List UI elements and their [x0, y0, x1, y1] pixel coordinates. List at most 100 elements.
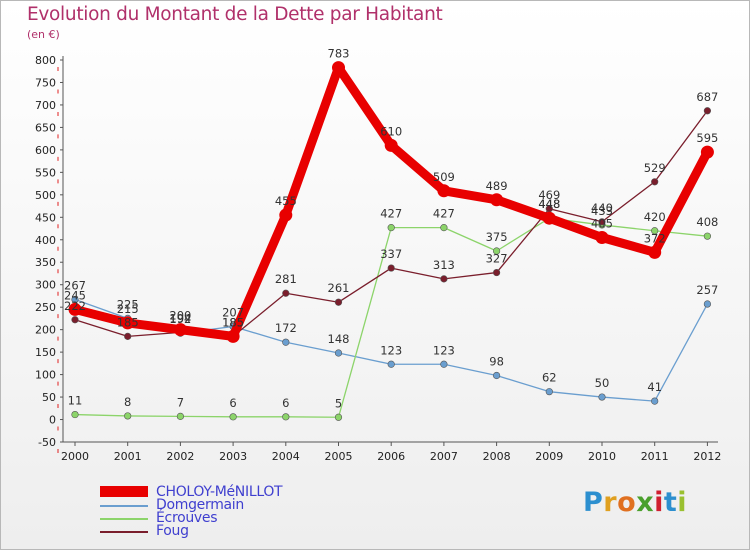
- legend-item-foug: Foug: [100, 523, 282, 539]
- legend-label-choloy: CHOLOY-MéNILLOT: [156, 484, 283, 500]
- data-label: 41: [647, 380, 662, 394]
- data-point: [282, 289, 290, 297]
- data-point: [173, 323, 187, 337]
- data-point: [387, 360, 395, 368]
- data-point: [651, 397, 659, 405]
- data-label: 7: [177, 395, 184, 409]
- y-tick-label: 750: [35, 76, 56, 89]
- x-tick-label: 2012: [693, 450, 721, 463]
- y-tick-label: 300: [35, 279, 56, 292]
- data-label: 408: [696, 215, 718, 229]
- data-label: 610: [380, 124, 402, 138]
- data-point: [384, 138, 398, 152]
- data-label: 222: [64, 299, 86, 313]
- legend-item-domgermain: Domgermain: [100, 498, 282, 512]
- data-point: [440, 360, 448, 368]
- data-label: 123: [380, 343, 402, 357]
- data-point: [282, 413, 290, 421]
- data-point: [493, 268, 501, 277]
- data-point: [440, 275, 448, 283]
- data-point: [332, 61, 345, 75]
- data-label: 50: [595, 376, 610, 390]
- x-tick-label: 2008: [483, 450, 511, 463]
- data-label: 185: [222, 315, 244, 329]
- data-point: [124, 412, 132, 420]
- data-label: 225: [117, 297, 139, 311]
- data-label: 8: [124, 395, 131, 409]
- chart-title: Evolution du Montant de la Dette par Hab…: [27, 4, 443, 25]
- data-point: [440, 224, 448, 232]
- data-label: 489: [486, 179, 508, 193]
- data-label: 6: [229, 396, 236, 410]
- logo-letter: P: [583, 487, 604, 518]
- data-label: 6: [282, 396, 289, 410]
- y-tick-label: 250: [35, 301, 56, 314]
- data-point: [176, 412, 184, 420]
- data-point: [493, 247, 501, 255]
- legend-item-ecrouves: Écrouves: [100, 511, 282, 525]
- y-tick-label: -50: [38, 436, 56, 449]
- data-label: 405: [591, 217, 613, 231]
- data-label: 62: [542, 371, 557, 385]
- data-point: [493, 371, 501, 380]
- y-tick-label: 550: [35, 166, 56, 179]
- logo-letter: x: [636, 487, 655, 518]
- legend: CHOLOY-MéNILLOT Domgermain Écrouves Foug: [100, 484, 283, 539]
- data-point: [545, 388, 553, 396]
- data-label: 257: [696, 283, 718, 297]
- data-label: 245: [64, 288, 86, 302]
- data-point: [437, 184, 451, 198]
- data-label: 427: [433, 207, 455, 221]
- data-label: 192: [169, 312, 191, 326]
- y-tick-label: 400: [35, 234, 56, 247]
- data-point: [648, 245, 662, 259]
- data-label: 448: [538, 197, 560, 211]
- logo-letter: o: [617, 487, 637, 518]
- data-point: [226, 329, 240, 343]
- legend-swatch-domgermain: [100, 505, 148, 507]
- legend-swatch-foug: [100, 531, 148, 533]
- logo-letter: r: [603, 487, 618, 518]
- data-point: [282, 338, 290, 346]
- y-tick-label: 150: [35, 346, 56, 359]
- y-tick-label: 600: [35, 144, 56, 157]
- x-tick-label: 2007: [430, 450, 458, 463]
- data-point: [68, 302, 82, 316]
- data-label: 148: [328, 332, 350, 346]
- data-label: 261: [328, 281, 350, 295]
- y-tick-label: 700: [35, 99, 56, 112]
- data-point: [387, 264, 395, 272]
- data-point: [71, 295, 79, 304]
- data-point: [703, 232, 712, 240]
- data-label: 98: [489, 354, 504, 368]
- y-tick-label: 50: [42, 391, 56, 404]
- logo-letter: i: [677, 487, 688, 518]
- logo-letter: i: [654, 487, 664, 518]
- legend-item-choloy: CHOLOY-MéNILLOT: [100, 484, 283, 500]
- chart-subtitle: (en €): [27, 28, 60, 41]
- x-tick-label: 2010: [588, 450, 616, 463]
- data-label: 455: [275, 194, 297, 208]
- data-label: 372: [644, 231, 666, 245]
- data-label: 529: [644, 161, 666, 175]
- data-label: 375: [486, 230, 508, 244]
- y-tick-label: 500: [35, 189, 56, 202]
- y-tick-label: 800: [35, 54, 56, 67]
- data-label: 783: [328, 47, 350, 61]
- data-point: [490, 193, 504, 207]
- data-point: [703, 107, 712, 115]
- data-label: 448: [538, 197, 560, 211]
- data-point: [651, 178, 659, 186]
- legend-label-foug: Foug: [156, 523, 189, 539]
- y-tick-label: 650: [35, 121, 56, 134]
- data-label: 11: [68, 394, 83, 408]
- x-tick-label: 2000: [61, 450, 89, 463]
- y-tick-label: 350: [35, 256, 56, 269]
- data-label: 185: [222, 315, 244, 329]
- data-label: 327: [486, 252, 508, 266]
- x-tick-label: 2009: [535, 450, 563, 463]
- data-point: [598, 218, 606, 226]
- data-label: 172: [275, 321, 297, 335]
